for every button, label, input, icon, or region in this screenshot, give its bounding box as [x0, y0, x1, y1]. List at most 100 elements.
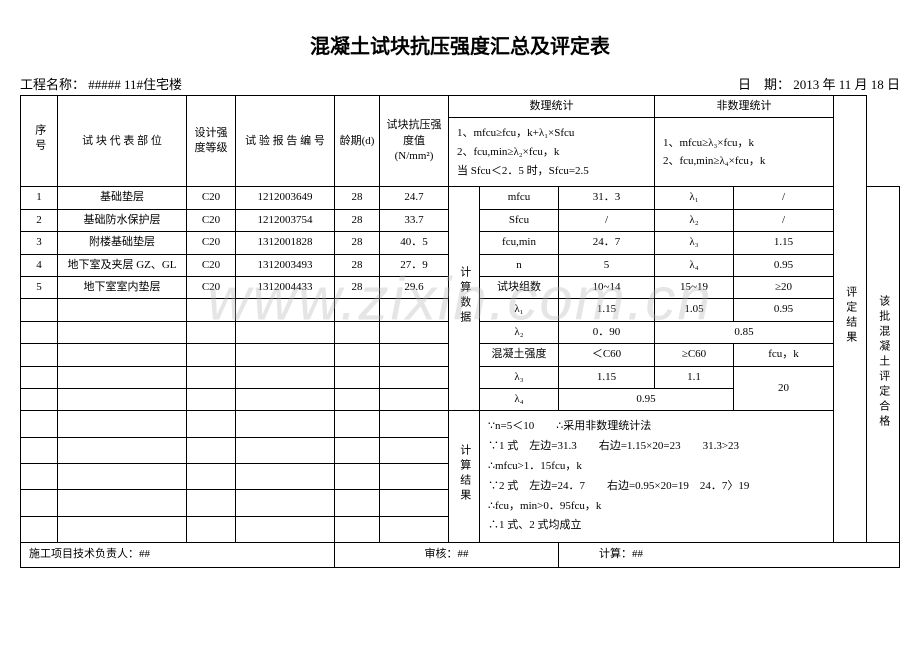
cell-val: 24.7 — [380, 187, 449, 209]
col-nonmathstat: 非数理统计 — [655, 96, 834, 118]
table-row: 计算结果 ∵n=5＜10 ∴采用非数理统计法 ∵1 式 左边=31.3 右边=1… — [21, 411, 900, 437]
cell-grade: C20 — [187, 232, 236, 254]
stat-l3-lbl: λ₃ — [655, 232, 734, 254]
cell-val: 27．9 — [380, 254, 449, 276]
l2a: 0．90 — [559, 321, 655, 343]
l1a: 1.15 — [559, 299, 655, 321]
stat-fcumin-lbl: fcu,min — [480, 232, 559, 254]
date: 日 期： 2013 年 11 月 18 日 — [738, 74, 900, 93]
cell-age: 28 — [335, 232, 380, 254]
nonmath-f2: 2、fcu,min≥λ₄×fcu，k — [663, 152, 825, 171]
calc-result-label: 计算结果 — [456, 444, 471, 504]
cell-part: 基础防水保护层 — [58, 209, 187, 231]
stat-l4-lbl: λ₄ — [655, 254, 734, 276]
calc-result-box: ∵n=5＜10 ∴采用非数理统计法 ∵1 式 左边=31.3 右边=1.15×2… — [480, 411, 834, 543]
cell-report: 1312003493 — [236, 254, 335, 276]
project-label: 工程名称： — [20, 77, 85, 92]
col-strength: 试块抗压强度值(N/mm²) — [380, 96, 449, 187]
table-row: 1 基础垫层 C20 1212003649 28 24.7 计算数据 mfcu … — [21, 187, 900, 209]
cell-grade: C20 — [187, 277, 236, 299]
l3-lbl2: λ₃ — [480, 366, 559, 388]
cell-grade: C20 — [187, 209, 236, 231]
page-title: 混凝土试块抗压强度汇总及评定表 — [20, 30, 900, 59]
col-report: 试 验 报 告 编 号 — [236, 96, 335, 187]
col-part: 试 块 代 表 部 位 — [58, 96, 187, 187]
page-container: www.zixin.com.cn 混凝土试块抗压强度汇总及评定表 工程名称： #… — [20, 30, 900, 568]
cell-seq: 3 — [21, 232, 58, 254]
footer-tech-lead: 施工项目技术负责人：## — [21, 543, 335, 567]
cell-age: 28 — [335, 209, 380, 231]
final-eval: 该批混凝土评定合格 — [875, 295, 890, 430]
cell-part: 基础垫层 — [58, 187, 187, 209]
footer-calc: 计算：## — [559, 543, 900, 567]
footer-review: 审核：## — [335, 543, 559, 567]
stat-sfcu-lbl: Sfcu — [480, 209, 559, 231]
l2b: 0.85 — [655, 321, 834, 343]
nonmath-f1: 1、mfcu≥λ₃×fcu，k — [663, 134, 825, 153]
l3c: 20 — [734, 366, 834, 411]
grp-c: ≥20 — [734, 277, 834, 299]
stat-fcumin-val: 24．7 — [559, 232, 655, 254]
stat-sfcu-val: / — [559, 209, 655, 231]
project-value: ##### 11#住宅楼 — [88, 77, 182, 92]
cell-part: 地下室及夹层 GZ、GL — [58, 254, 187, 276]
l3b: 1.1 — [655, 366, 734, 388]
calc-data-label: 计算数据 — [456, 266, 471, 326]
cell-val: 29.6 — [380, 277, 449, 299]
header-line: 工程名称： ##### 11#住宅楼 日 期： 2013 年 11 月 18 日 — [20, 74, 900, 93]
cr-line3: ∴mfcu>1．15fcu，k — [488, 457, 825, 477]
main-table: 序号 试 块 代 表 部 位 设计强度等级 试 验 报 告 编 号 龄期(d) … — [20, 95, 900, 568]
cell-part: 附楼基础垫层 — [58, 232, 187, 254]
cr-line6: ∴1 式、2 式均成立 — [488, 516, 825, 536]
stat-l2-val: / — [734, 209, 834, 231]
cr-line2: ∵1 式 左边=31.3 右边=1.15×20=23 31.3>23 — [488, 437, 825, 457]
col-grade: 设计强度等级 — [187, 96, 236, 187]
col-age: 龄期(d) — [335, 96, 380, 187]
cell-val: 33.7 — [380, 209, 449, 231]
cell-age: 28 — [335, 254, 380, 276]
cell-report: 1212003754 — [236, 209, 335, 231]
col-eval-result: 评定结果 — [842, 286, 857, 346]
project-name: 工程名称： ##### 11#住宅楼 — [20, 74, 182, 93]
l3a: 1.15 — [559, 366, 655, 388]
stat-n-val: 5 — [559, 254, 655, 276]
cell-grade: C20 — [187, 254, 236, 276]
col-mathstat: 数理统计 — [449, 96, 655, 118]
stat-l4-val: 0.95 — [734, 254, 834, 276]
conc-a: ＜C60 — [559, 344, 655, 366]
l2-lbl2: λ₂ — [480, 321, 559, 343]
cr-line1: ∵n=5＜10 ∴采用非数理统计法 — [488, 417, 825, 437]
cell-seq: 4 — [21, 254, 58, 276]
header-row-1: 序号 试 块 代 表 部 位 设计强度等级 试 验 报 告 编 号 龄期(d) … — [21, 96, 900, 118]
date-label: 日 期： — [738, 77, 790, 92]
cr-line5: ∴fcu，min>0．95fcu，k — [488, 497, 825, 517]
cell-age: 28 — [335, 277, 380, 299]
nonmath-formulas: 1、mfcu≥λ₃×fcu，k 2、fcu,min≥λ₄×fcu，k — [655, 118, 834, 187]
conc-lbl: 混凝土强度 — [480, 344, 559, 366]
cell-seq: 2 — [21, 209, 58, 231]
cell-age: 28 — [335, 187, 380, 209]
col-seq: 序号 — [31, 109, 46, 169]
l4ab: 0.95 — [559, 388, 734, 410]
l4-lbl2: λ₄ — [480, 388, 559, 410]
math-f3: 当 Sfcu＜2．5 时，Sfcu=2.5 — [457, 162, 646, 181]
conc-c: fcu，k — [734, 344, 834, 366]
cell-report: 1312004433 — [236, 277, 335, 299]
cr-line4: ∵2 式 左边=24．7 右边=0.95×20=19 24．7〉19 — [488, 477, 825, 497]
math-f2: 2、fcu,min≥λ₂×fcu，k — [457, 143, 646, 162]
cell-seq: 5 — [21, 277, 58, 299]
stat-mfcu-lbl: mfcu — [480, 187, 559, 209]
conc-b: ≥C60 — [655, 344, 734, 366]
stat-l1-val: / — [734, 187, 834, 209]
math-f1: 1、mfcu≥fcu，k+λ₁×Sfcu — [457, 124, 646, 143]
l1c: 0.95 — [734, 299, 834, 321]
cell-grade: C20 — [187, 187, 236, 209]
cell-val: 40．5 — [380, 232, 449, 254]
grp-lbl: 试块组数 — [480, 277, 559, 299]
stat-l1-lbl: λ₁ — [655, 187, 734, 209]
l1b: 1.05 — [655, 299, 734, 321]
stat-l3-val: 1.15 — [734, 232, 834, 254]
date-value: 2013 年 11 月 18 日 — [793, 77, 900, 92]
grp-b: 15~19 — [655, 277, 734, 299]
cell-report: 1312001828 — [236, 232, 335, 254]
